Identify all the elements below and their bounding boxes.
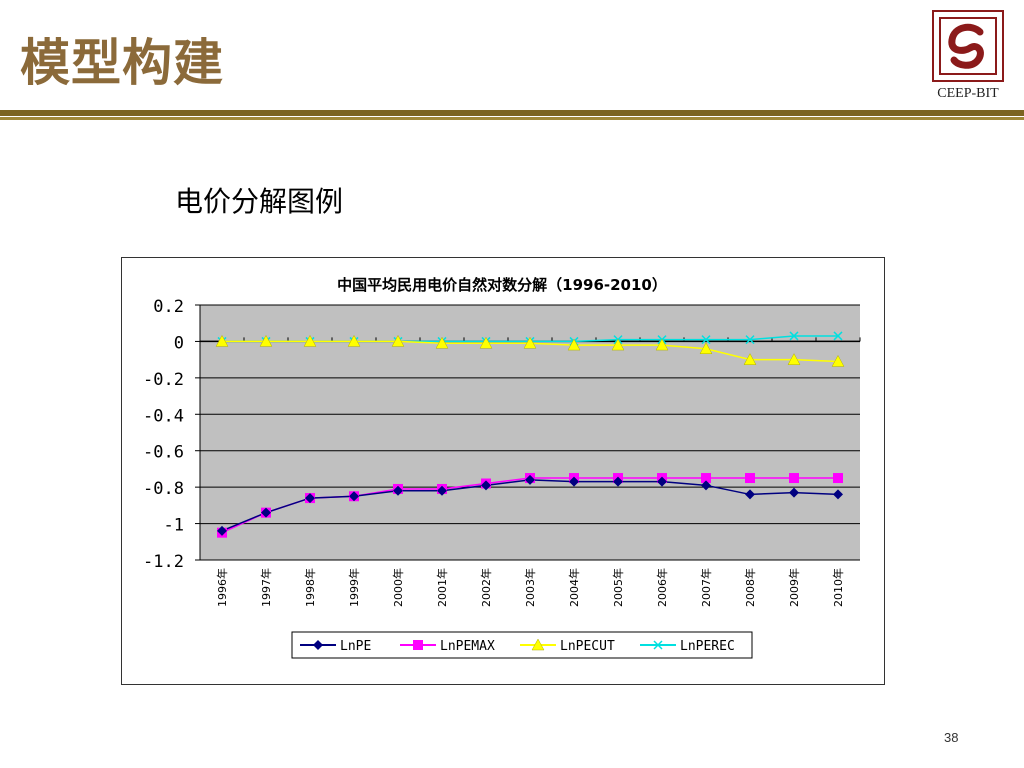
logo-text: CEEP-BIT xyxy=(937,86,999,101)
point-lnpecut xyxy=(611,338,625,351)
point-lnpecut xyxy=(743,353,757,365)
point-lnpecut xyxy=(215,334,229,347)
point-lnpe xyxy=(789,487,799,498)
point-lnpe xyxy=(833,489,843,500)
point-lnperec xyxy=(789,331,799,341)
point-lnpe xyxy=(481,480,491,491)
x-tick-label: 2009年 xyxy=(787,568,801,607)
y-tick-label: -0.4 xyxy=(143,406,184,426)
point-lnpecut xyxy=(523,336,537,349)
x-tick-label: 1997年 xyxy=(259,568,273,607)
point-lnpecut xyxy=(699,342,713,354)
point-lnpecut xyxy=(567,338,581,351)
point-lnpecut xyxy=(391,334,405,347)
x-tick-label: 2000年 xyxy=(391,568,405,607)
line-chart: 中国平均民用电价自然对数分解（1996-2010） 0.2 0 -0.2 -0.4 -0… xyxy=(143,276,861,659)
chart-title: 中国平均民用电价自然对数分解（1996-2010） xyxy=(337,276,667,294)
point-lnperec xyxy=(701,335,711,345)
point-lnpe xyxy=(569,476,579,487)
slide-subtitle: 电价分解图例 xyxy=(175,185,344,218)
x-tick-label: 2005年 xyxy=(611,568,625,607)
point-lnpe xyxy=(217,525,227,536)
x-tick-label: 1998年 xyxy=(303,568,317,607)
logo-emblem xyxy=(932,10,1004,82)
logo-swirl-icon xyxy=(939,17,997,75)
legend-marker-lnpecut xyxy=(531,638,545,651)
point-lnperec xyxy=(833,331,843,341)
x-tick-label: 2002年 xyxy=(479,568,493,607)
y-tick-label: 0.2 xyxy=(153,297,184,317)
legend-label-lnperec: LnPEREC xyxy=(680,639,735,654)
point-lnpecut xyxy=(435,336,449,349)
point-lnpe xyxy=(393,485,403,496)
ceep-bit-logo: CEEP-BIT xyxy=(928,10,1008,106)
point-lnpecut xyxy=(655,338,669,351)
x-tick-label: 2006年 xyxy=(655,568,669,607)
x-tick-label: 2007年 xyxy=(699,568,713,607)
legend-label-lnpecut: LnPECUT xyxy=(560,639,615,654)
point-lnpe xyxy=(437,485,447,496)
x-tick-label: 1996年 xyxy=(215,568,229,607)
point-lnpe xyxy=(261,507,271,518)
x-tick-label: 2004年 xyxy=(567,568,581,607)
point-lnpe xyxy=(657,476,667,487)
point-lnpe xyxy=(701,480,711,491)
title-divider-thin xyxy=(0,117,1024,120)
y-tick-label: -1.2 xyxy=(143,552,184,572)
x-tick-label: 2003年 xyxy=(523,568,537,607)
point-lnperec xyxy=(745,335,755,345)
point-lnpecut xyxy=(303,334,317,347)
x-tick-label: 2001年 xyxy=(435,568,449,607)
point-lnpe xyxy=(525,474,535,485)
point-lnpemax xyxy=(789,473,799,484)
point-lnpe xyxy=(613,476,623,487)
slide-title: 模型构建 xyxy=(20,34,224,92)
point-lnpe xyxy=(305,493,315,504)
point-lnpecut xyxy=(831,354,845,367)
legend-marker-lnpemax xyxy=(413,640,423,650)
page-number: 38 xyxy=(944,730,959,745)
point-lnpemax xyxy=(745,473,755,484)
y-tick-label: -1 xyxy=(164,516,184,536)
x-tick-label: 2008年 xyxy=(743,568,757,607)
title-divider xyxy=(0,110,1024,116)
y-tick-label: 0 xyxy=(174,333,184,353)
point-lnpecut xyxy=(479,336,493,349)
point-lnpe xyxy=(745,489,755,500)
point-lnpe xyxy=(349,491,359,502)
x-tick-label: 1999年 xyxy=(347,568,361,607)
chart-frame: 中国平均民用电价自然对数分解（1996-2010） 0.2 0 -0.2 -0.4 -0… xyxy=(121,257,885,685)
legend-label-lnpemax: LnPEMAX xyxy=(440,639,495,654)
point-lnpecut xyxy=(787,353,801,365)
point-lnpemax xyxy=(701,473,711,484)
x-tick-label: 2010年 xyxy=(831,568,845,607)
legend-marker-lnperec xyxy=(653,640,663,650)
y-tick-label: -0.6 xyxy=(143,443,184,463)
legend-label-lnpe: LnPE xyxy=(340,639,371,654)
point-lnpecut xyxy=(259,334,273,347)
legend-marker-lnpe xyxy=(313,640,323,650)
point-lnpemax xyxy=(833,473,843,484)
y-tick-label: -0.8 xyxy=(143,479,184,499)
y-tick-label: -0.2 xyxy=(143,370,184,390)
point-lnpecut xyxy=(347,334,361,347)
